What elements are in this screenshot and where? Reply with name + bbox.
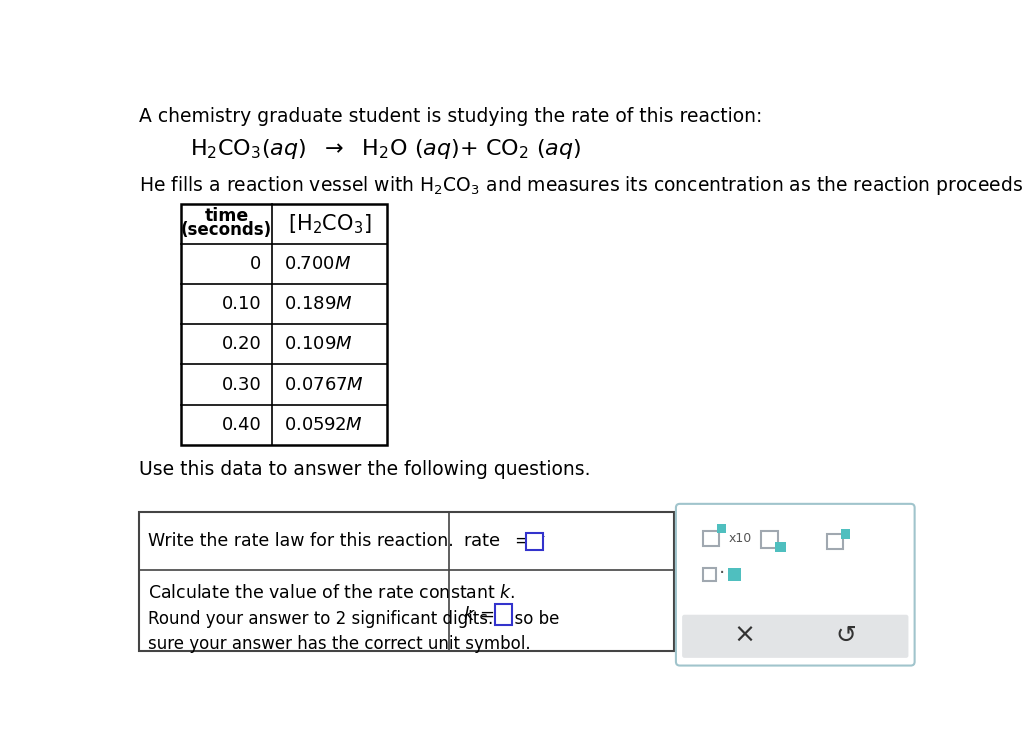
Text: 0.189$\mathit{M}$: 0.189$\mathit{M}$ [284,295,352,313]
Text: 0.700$\mathit{M}$: 0.700$\mathit{M}$ [284,255,351,273]
Bar [180,204,387,444]
Bar [139,512,674,651]
Text: 0.10: 0.10 [221,295,261,313]
Text: time: time [205,206,249,224]
Bar [827,534,843,549]
Text: rate  $= k$: rate $= k$ [463,532,551,550]
Text: $\mathregular{H_2CO_3}$$\it{(aq)}$  $\rightarrow$  $\mathregular{H_2O}$$\it{\ (a: $\mathregular{H_2CO_3}$$\it{(aq)}$ $\rig… [190,136,582,160]
Text: ·: · [719,565,725,584]
Bar [496,604,512,625]
Text: (seconds): (seconds) [181,221,272,239]
Text: 0.40: 0.40 [221,416,261,434]
Text: $\it{k}$ =: $\it{k}$ = [463,605,496,623]
FancyBboxPatch shape [676,504,914,666]
Text: Write the rate law for this reaction.: Write the rate law for this reaction. [148,532,454,550]
Text: $\left[\mathrm{H_2CO_3}\right]$: $\left[\mathrm{H_2CO_3}\right]$ [288,212,372,236]
Bar [717,524,726,533]
Bar [703,568,716,581]
Text: x10: x10 [729,532,752,545]
Text: 0.30: 0.30 [221,376,261,394]
Text: 0: 0 [250,255,261,273]
Bar [703,531,719,546]
Bar [526,532,544,550]
Text: 0.20: 0.20 [221,335,261,353]
Text: ×: × [733,623,756,649]
Bar [775,541,786,553]
Text: A chemistry graduate student is studying the rate of this reaction:: A chemistry graduate student is studying… [139,107,762,127]
Text: ↺: ↺ [836,624,857,648]
Bar [728,568,741,581]
Text: 0.109$\mathit{M}$: 0.109$\mathit{M}$ [284,335,352,353]
Text: Calculate the value of the rate constant $\it{k}$.: Calculate the value of the rate constant… [148,584,516,602]
Text: He fills a reaction vessel with $\mathregular{H_2CO_3}$ and measures its concent: He fills a reaction vessel with $\mathre… [139,173,1024,197]
Text: Use this data to answer the following questions.: Use this data to answer the following qu… [139,460,591,479]
FancyBboxPatch shape [682,614,908,658]
Text: 0.0767$\mathit{M}$: 0.0767$\mathit{M}$ [284,376,364,394]
Bar [761,531,778,547]
Text: 0.0592$\mathit{M}$: 0.0592$\mathit{M}$ [284,416,362,434]
Bar [841,529,850,538]
Text: Round your answer to 2 significant digits. Also be
sure your answer has the corr: Round your answer to 2 significant digit… [148,610,559,653]
